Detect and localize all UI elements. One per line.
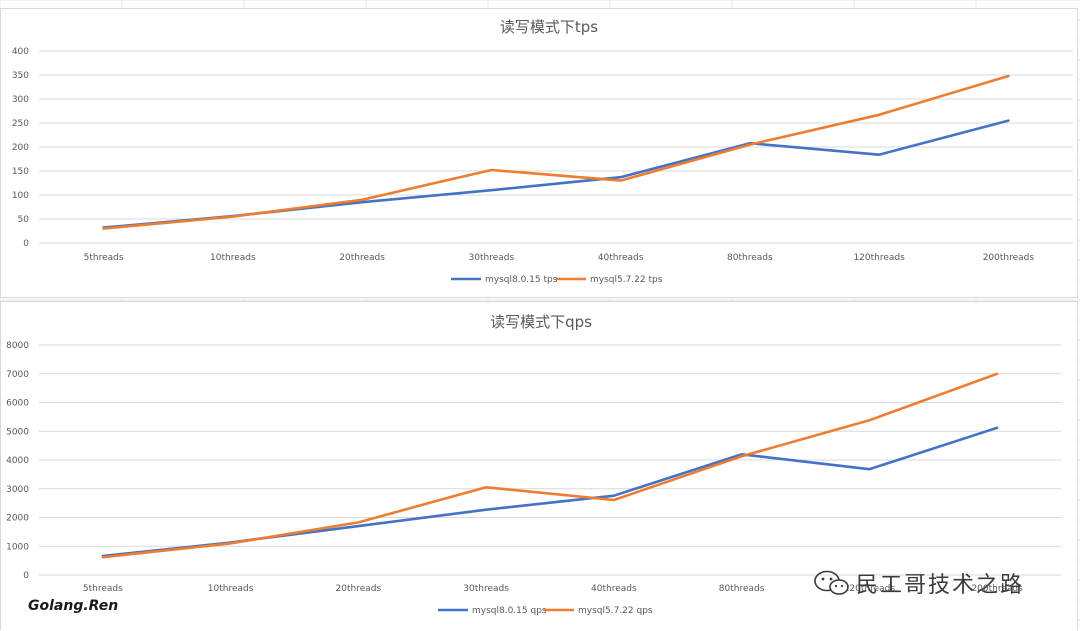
qps-series-line-2[interactable] [101, 372, 999, 559]
tps-y-tick-label: 150 [12, 167, 29, 177]
tps-y-tick-label: 350 [12, 71, 29, 81]
tps-x-tick-label: 40threads [598, 253, 644, 263]
tps-y-tick-label: 400 [12, 47, 29, 57]
tps-chart-title: 读写模式下tps [500, 18, 598, 36]
qps-legend-label-2: mysql5.7.22 qps [578, 606, 653, 616]
tps-x-tick-label: 200threads [983, 253, 1035, 263]
qps-x-tick-label: 5threads [83, 584, 123, 594]
qps-x-tick-label: 10threads [208, 584, 254, 594]
qps-x-tick-label: 40threads [591, 584, 637, 594]
tps-x-tick-label: 5threads [84, 253, 124, 263]
tps-y-tick-label: 50 [18, 215, 30, 225]
tps-y-tick-label: 300 [12, 95, 29, 105]
watermark: 民工哥技术之路 [812, 566, 1024, 600]
qps-y-tick-label: 1000 [6, 542, 29, 552]
qps-y-tick-label: 3000 [6, 485, 29, 495]
tps-x-tick-label: 20threads [339, 253, 385, 263]
signature-text: Golang.Ren [28, 598, 119, 614]
qps-y-tick-label: 7000 [6, 370, 29, 380]
qps-chart[interactable]: 读写模式下qps 0 1000 2000 3000 4000 5000 6000 7000 800… [0, 301, 1078, 630]
tps-chart[interactable]: 读写模式下tps 0 50 100 150 200 250 300 350 400 5threads… [0, 8, 1078, 298]
tps-x-tick-label: 80threads [727, 253, 773, 263]
tps-legend-label-1: mysql8.0.15 tps [485, 275, 558, 285]
qps-legend-label-1: mysql8.0.15 qps [472, 606, 547, 616]
tps-x-tick-label: 10threads [210, 253, 256, 263]
qps-y-tick-label: 8000 [6, 341, 29, 351]
qps-x-tick-label: 120threads [844, 584, 896, 594]
qps-chart-title: 读写模式下qps [490, 313, 592, 331]
tps-legend-label-2: mysql5.7.22 tps [590, 275, 663, 285]
tps-y-tick-label: 100 [12, 191, 29, 201]
watermark-text: 民工哥技术之路 [856, 573, 1025, 598]
tps-x-tick-label: 120threads [853, 253, 905, 263]
tps-y-tick-label: 200 [12, 143, 29, 153]
qps-x-tick-label: 200threads [971, 584, 1023, 594]
qps-y-tick-label: 6000 [6, 399, 29, 409]
tps-y-tick-label: 250 [12, 119, 29, 129]
qps-x-tick-label: 80threads [719, 584, 765, 594]
qps-x-tick-label: 30threads [463, 584, 509, 594]
qps-series-line-1[interactable] [101, 426, 999, 558]
tps-chart-plot: 读写模式下tps 0 50 100 150 200 250 300 350 400 5threads… [12, 18, 1073, 285]
tps-y-tick-label: 0 [23, 239, 29, 249]
qps-y-tick-label: 0 [23, 571, 29, 581]
qps-y-tick-label: 2000 [6, 514, 29, 524]
tps-series-line-2[interactable] [102, 74, 1010, 230]
qps-y-tick-label: 5000 [6, 427, 29, 437]
wechat-icon [814, 570, 849, 595]
qps-chart-plot: 读写模式下qps 0 1000 2000 3000 4000 5000 6000 7000 800… [6, 313, 1061, 616]
qps-x-tick-label: 20threads [336, 584, 382, 594]
tps-x-tick-label: 30threads [469, 253, 515, 263]
qps-y-tick-label: 4000 [6, 456, 29, 466]
